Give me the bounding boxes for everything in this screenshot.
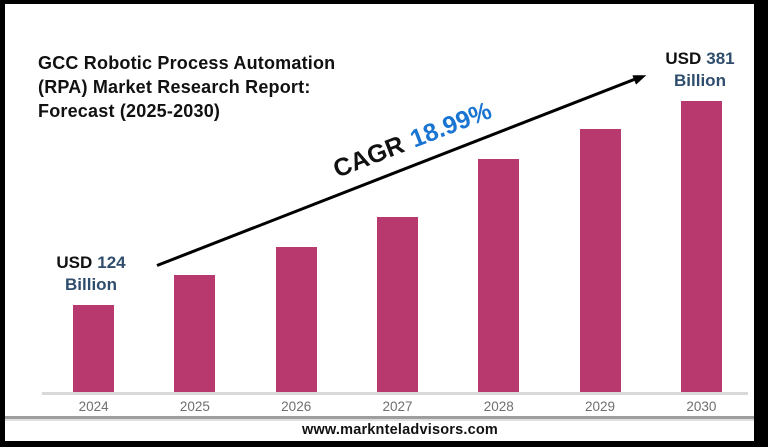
x-axis-labels: 2024 2025 2026 2027 2028 2029 2030	[43, 399, 752, 415]
currency-prefix: USD	[56, 253, 93, 272]
bar-2027	[377, 217, 418, 393]
x-tick-label-2025: 2025	[179, 399, 210, 414]
value-number: 381	[706, 49, 735, 68]
x-tick-label-2028: 2028	[483, 399, 514, 414]
footer-divider	[5, 416, 754, 419]
callout-line1: USD 124	[31, 252, 151, 274]
value-unit: Billion	[674, 71, 726, 90]
currency-prefix: USD	[665, 49, 702, 68]
bar-2025	[174, 275, 216, 393]
x-tick-label-2024: 2024	[78, 399, 109, 414]
value-callout-2024: USD 124 Billion	[31, 252, 151, 296]
bar-2030	[680, 101, 722, 393]
callout-line1: USD 381	[640, 48, 760, 70]
x-tick-label-2027: 2027	[382, 399, 413, 414]
value-number: 124	[97, 253, 126, 272]
bar-2028	[478, 159, 520, 393]
bar-2029	[579, 129, 621, 393]
bar-2026	[275, 247, 317, 393]
plot-area	[43, 0, 752, 393]
website-url: www.marknteladvisors.com	[301, 422, 499, 438]
bar-2024	[73, 305, 115, 393]
x-tick-label-2029: 2029	[585, 399, 616, 414]
x-axis-line	[42, 392, 748, 395]
footer-divider-highlight	[5, 418, 754, 421]
x-tick-label-2030: 2030	[686, 399, 717, 414]
x-tick-label-2026: 2026	[281, 399, 312, 414]
value-unit: Billion	[65, 275, 117, 294]
value-callout-2030: USD 381 Billion	[640, 48, 760, 92]
chart-title: GCC Robotic Process Automation (RPA) Mar…	[38, 53, 336, 121]
